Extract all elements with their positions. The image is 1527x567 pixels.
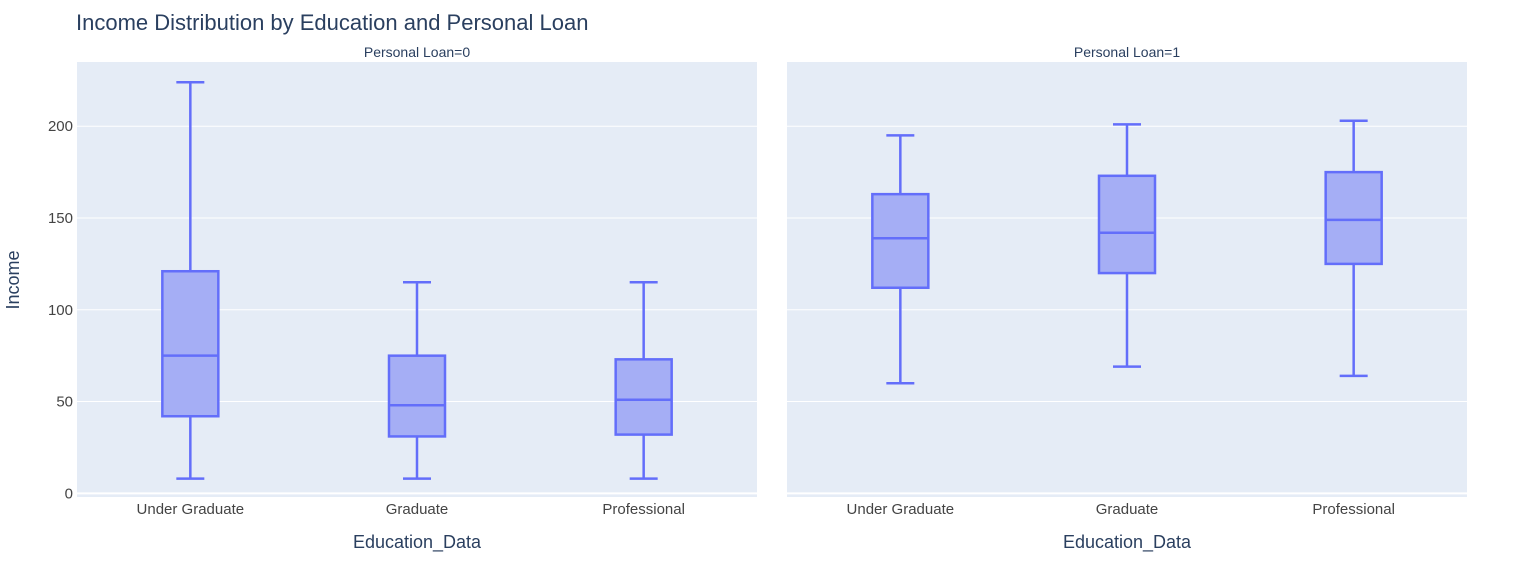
facet-label: Personal Loan=0	[364, 44, 470, 60]
y-tick-label: 50	[56, 394, 73, 411]
y-tick-label: 150	[48, 210, 73, 227]
box-professional	[1324, 119, 1383, 378]
x-tick-label: Graduate	[1096, 501, 1159, 518]
facet-label: Personal Loan=1	[1074, 44, 1180, 60]
box-under-graduate	[161, 80, 220, 480]
box-iqr	[1324, 170, 1383, 266]
y-tick-label: 0	[65, 485, 73, 502]
x-tick-label: Professional	[602, 501, 685, 518]
box-iqr	[1097, 174, 1157, 275]
box-under-graduate	[871, 134, 930, 385]
x-tick-label: Professional	[1312, 501, 1395, 518]
box-professional	[614, 281, 673, 480]
y-axis-title: Income	[3, 250, 23, 309]
box-iqr	[871, 192, 930, 290]
x-axis-title: Education_Data	[353, 532, 482, 553]
facet-panels: 0 50 100 150 200 Personal Loan=0 Education_Dat…	[48, 44, 1467, 553]
x-axis-title: Education_Data	[1063, 532, 1192, 553]
y-tick-label: 100	[48, 302, 73, 319]
y-tick-label: 200	[48, 118, 73, 135]
x-tick-label: Under Graduate	[137, 501, 245, 518]
box-iqr	[387, 354, 447, 438]
facet-panel-1: Personal Loan=1 Education_Data Under Gradu…	[787, 44, 1467, 553]
chart-title: Income Distribution by Education and Per…	[76, 10, 588, 35]
facet-panel-0: 0 50 100 150 200 Personal Loan=0 Education_Dat…	[48, 44, 757, 553]
x-tick-label: Graduate	[386, 501, 449, 518]
x-tick-label: Under Graduate	[847, 501, 955, 518]
box-graduate	[1097, 123, 1157, 368]
box-graduate	[387, 281, 447, 480]
box-iqr	[161, 269, 220, 418]
box-iqr	[614, 358, 673, 436]
